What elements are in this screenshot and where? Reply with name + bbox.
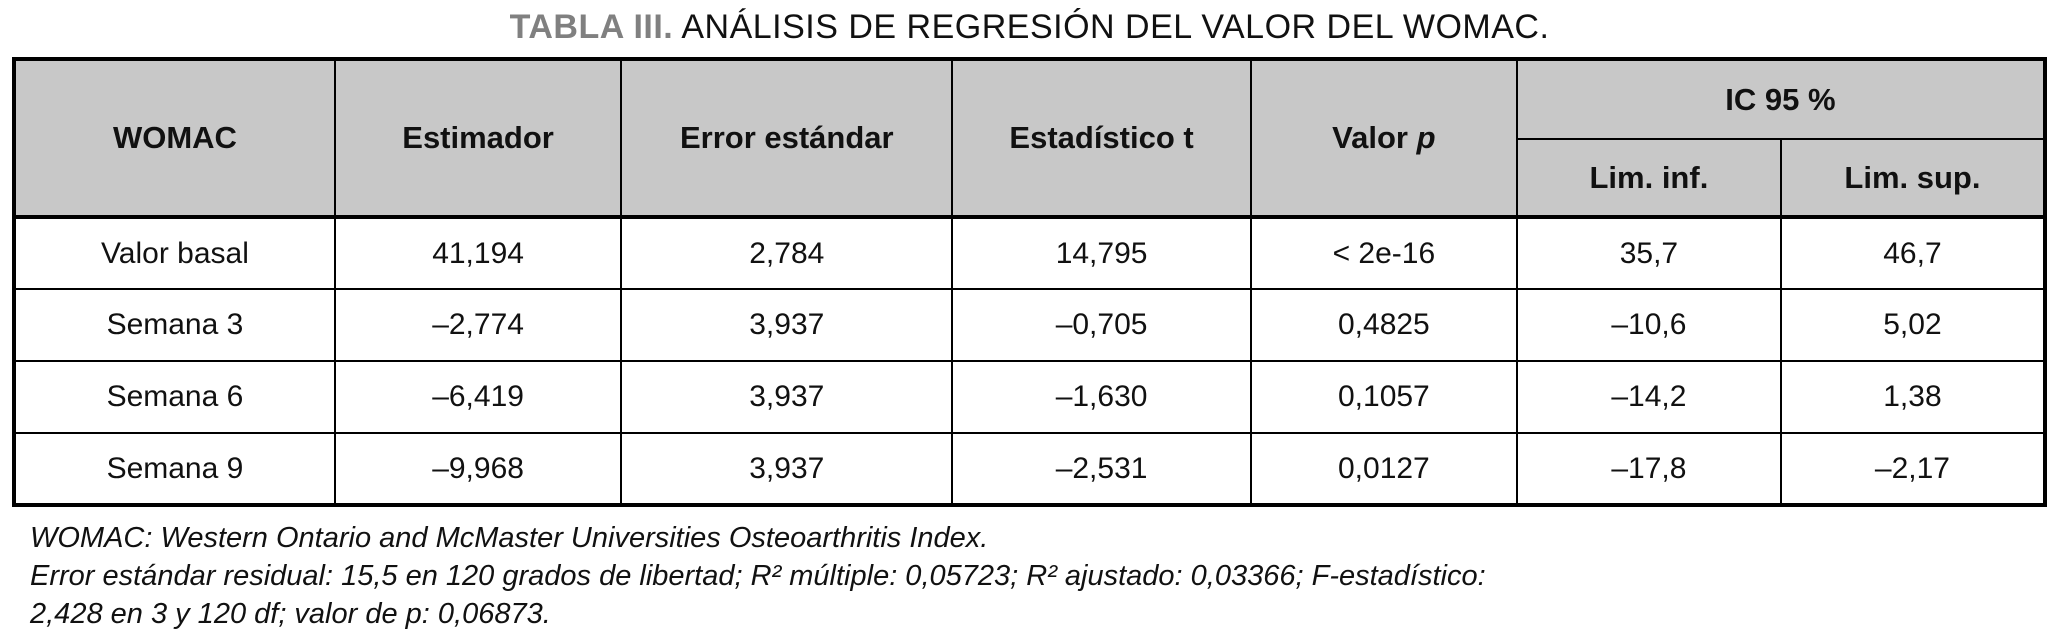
- cell-error-estandar: 2,784: [620, 216, 954, 290]
- table-row-semana-9: Semana 9 –9,968 3,937 –2,531 0,0127 –17,…: [13, 432, 2047, 506]
- header-error-estandar: Error estándar: [620, 58, 954, 219]
- footnotes: WOMAC: Western Ontario and McMaster Univ…: [30, 519, 2059, 633]
- cell-estimador: 41,194: [333, 216, 623, 290]
- cell-estimador: –2,774: [333, 288, 623, 362]
- cell-error-estandar: 3,937: [620, 360, 954, 434]
- footnote-regression-stats-line1: Error estándar residual: 15,5 en 120 gra…: [30, 560, 1486, 592]
- header-lim-inf: Lim. inf.: [1515, 138, 1782, 219]
- cell-estadistico-t: –0,705: [951, 288, 1252, 362]
- table-row-semana-3: Semana 3 –2,774 3,937 –0,705 0,4825 –10,…: [13, 288, 2047, 362]
- cell-estadistico-t: 14,795: [951, 216, 1252, 290]
- row-label: Semana 9: [13, 432, 336, 506]
- cell-error-estandar: 3,937: [620, 432, 954, 506]
- cell-valor-p: 0,0127: [1249, 432, 1518, 506]
- cell-lim-inf: 35,7: [1515, 216, 1782, 290]
- cell-valor-p: 0,4825: [1249, 288, 1518, 362]
- cell-lim-inf: –17,8: [1515, 432, 1782, 506]
- header-lim-sup: Lim. sup.: [1779, 138, 2047, 219]
- table-row-semana-6: Semana 6 –6,419 3,937 –1,630 0,1057 –14,…: [13, 360, 2047, 434]
- footnote-regression-stats-line2: 2,428 en 3 y 120 df; valor de p: 0,06873…: [30, 598, 551, 630]
- table-title-text: ANÁLISIS DE REGRESIÓN DEL VALOR DEL WOMA…: [681, 8, 1550, 46]
- cell-error-estandar: 3,937: [620, 288, 954, 362]
- footnote-womac-definition: WOMAC: Western Ontario and McMaster Univ…: [30, 522, 989, 554]
- header-row-group: WOMAC Estimador Error estándar Estadísti…: [13, 58, 2047, 219]
- header-valor-p-symbol: p: [1416, 120, 1436, 155]
- table-title-label: TABLA III.: [509, 8, 674, 46]
- header-valor-p: Valor p: [1249, 58, 1518, 219]
- regression-table: WOMAC Estimador Error estándar Estadísti…: [12, 57, 2047, 507]
- cell-lim-sup: –2,17: [1779, 432, 2047, 506]
- cell-valor-p: < 2e-16: [1249, 216, 1518, 290]
- row-label: Semana 3: [13, 288, 336, 362]
- cell-lim-sup: 46,7: [1779, 216, 2047, 290]
- header-valor-p-prefix: Valor: [1332, 120, 1408, 155]
- cell-lim-inf: –14,2: [1515, 360, 1782, 434]
- header-row-sub: Lim. inf. Lim. sup.: [14, 138, 2047, 219]
- cell-estimador: –9,968: [333, 432, 623, 506]
- header-ic-95-group: IC 95 %: [1515, 58, 2047, 140]
- cell-valor-p: 0,1057: [1249, 360, 1518, 434]
- table-title: TABLA III. ANÁLISIS DE REGRESIÓN DEL VAL…: [0, 0, 2059, 47]
- row-label: Semana 6: [13, 360, 336, 434]
- cell-lim-sup: 5,02: [1779, 288, 2047, 362]
- cell-estadistico-t: –1,630: [951, 360, 1252, 434]
- header-womac: WOMAC: [13, 58, 336, 219]
- cell-estimador: –6,419: [333, 360, 623, 434]
- row-label: Valor basal: [13, 216, 336, 290]
- cell-lim-sup: 1,38: [1779, 360, 2047, 434]
- header-estimador: Estimador: [333, 58, 623, 219]
- table-row-valor-basal: Valor basal 41,194 2,784 14,795 < 2e-16 …: [13, 216, 2047, 290]
- cell-lim-inf: –10,6: [1515, 288, 1782, 362]
- cell-estadistico-t: –2,531: [951, 432, 1252, 506]
- header-estadistico-t: Estadístico t: [951, 58, 1252, 219]
